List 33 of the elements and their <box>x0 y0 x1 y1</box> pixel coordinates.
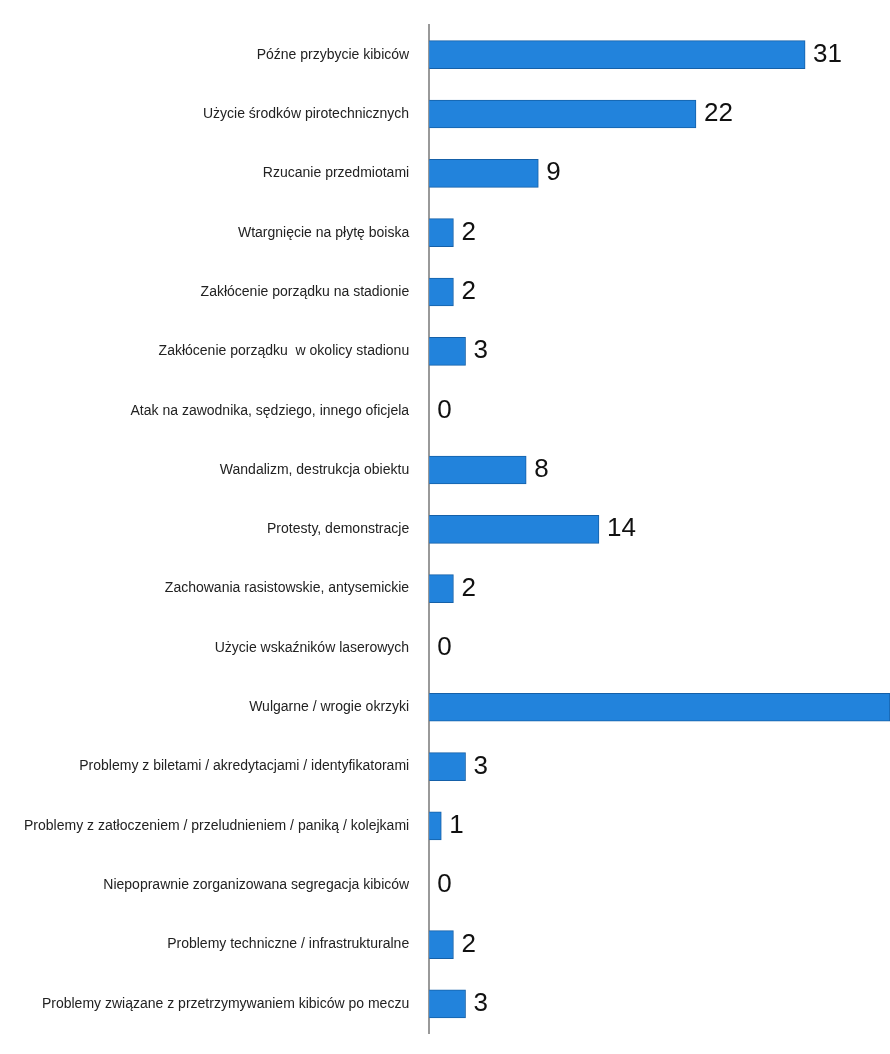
data-label: 31 <box>813 37 843 68</box>
y-tick-label: Użycie wskaźników laserowych <box>214 638 410 655</box>
data-label: 3 <box>473 749 489 780</box>
y-tick-label: Wandalizm, destrukcja obiektu <box>219 460 410 477</box>
y-tick-label: Wtargnięcie na płytę boiska <box>237 223 410 240</box>
y-tick-label: Protesty, demonstracje <box>267 520 410 537</box>
y-tick-label: Zakłócenie porządku w okolicy stadionu <box>158 342 410 359</box>
data-label: 14 <box>606 512 636 543</box>
data-label: 1 <box>449 809 464 840</box>
data-label: 22 <box>703 97 733 128</box>
data-label: 2 <box>461 275 476 306</box>
y-tick-label: Użycie środków pirotechnicznych <box>202 104 410 121</box>
data-label: 9 <box>546 156 561 187</box>
y-tick-label: Atak na zawodnika, sędziego, innego oficjela <box>130 401 410 418</box>
data-label: 2 <box>461 927 476 958</box>
data-label: 0 <box>437 631 452 662</box>
data-label: 2 <box>461 571 476 602</box>
data-label: 2 <box>461 215 476 246</box>
y-tick-label: Wulgarne / wrogie okrzyki <box>249 698 410 715</box>
y-tick-label: Niepoprawnie zorganizowana segregacja kibiców <box>103 876 411 893</box>
data-label: 3 <box>473 334 489 365</box>
data-label: 0 <box>437 393 452 424</box>
y-tick-label: Problemy z zatłoczeniem / przeludnieniem / paniką / kolejkami <box>24 816 410 833</box>
data-label: 3 <box>473 987 489 1018</box>
y-tick-label: Problemy związane z przetrzymywaniem kibiców po meczu <box>41 994 410 1011</box>
y-tick-label: Problemy techniczne / infrastrukturalne <box>167 935 410 952</box>
y-tick-label: Zachowania rasistowskie, antysemickie <box>164 579 410 596</box>
data-label: 8 <box>534 453 549 484</box>
data-label: 0 <box>437 868 452 899</box>
y-tick-label: Rzucanie przedmiotami <box>262 164 410 181</box>
y-tick-label: Późne przybycie kibiców <box>256 45 411 62</box>
y-tick-label: Zakłócenie porządku na stadionie <box>200 282 410 299</box>
y-tick-label: Problemy z biletami / akredytacjami / identyfikatorami <box>79 757 410 774</box>
